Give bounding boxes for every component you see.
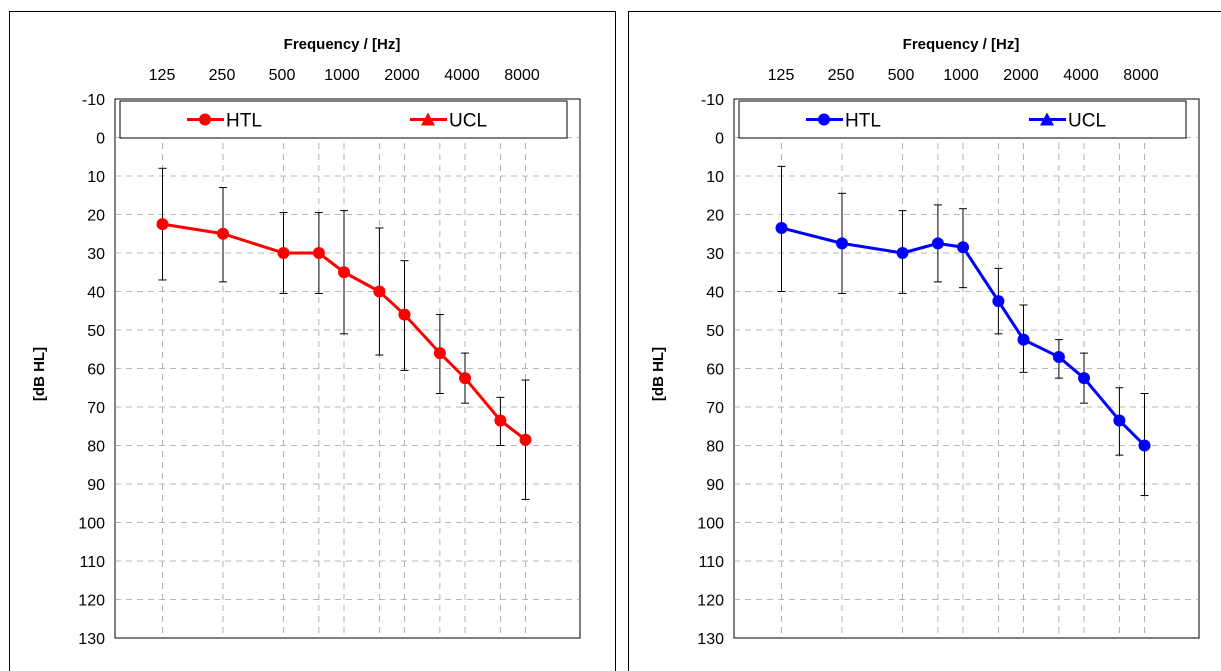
series-htl-point [312,247,325,259]
x-tick-label: 2000 [1003,67,1039,84]
y-tick-label: 50 [706,323,724,340]
legend-htl-marker [818,113,830,126]
x-tick-label: 250 [828,67,855,84]
audiogram-left: -10 0 10 20 30 40 50 60 70 80 90 100 110 120 130 125 250… [9,11,616,671]
audiogram-right: -10 0 10 20 30 40 50 60 70 80 90 100 110 120 130 125 250… [628,11,1221,671]
x-tick-label: 8000 [504,67,540,84]
y-tick-label: 10 [706,169,724,186]
legend-htl-label: HTL [226,111,262,132]
x-axis-title: Frequency / [Hz] [284,36,401,53]
series-htl-point [156,218,169,231]
y-tick-label: 100 [697,516,724,533]
series-htl-point [1138,439,1151,452]
series-htl-point [1078,372,1090,385]
y-tick-label: 80 [706,439,724,456]
x-axis-title: Frequency / [Hz] [903,36,1020,53]
series-htl-point [338,266,350,279]
series-htl-point [775,221,788,234]
x-tick-label: 1000 [324,67,360,84]
y-tick-label: 0 [96,131,105,148]
series-htl-point [277,247,290,259]
y-tick-label: 130 [78,631,105,648]
series-htl-point [494,414,507,427]
series-htl-point [519,433,532,446]
series-htl-point [836,237,848,250]
series-htl-point [1017,333,1030,346]
y-tick-label: -10 [701,92,724,109]
y-tick-label: 110 [698,554,724,571]
y-tick-label: 60 [706,362,724,379]
x-tick-label: 4000 [444,67,480,84]
series-htl-point [459,372,471,385]
y-tick-label: 120 [697,593,724,610]
series-htl-point [217,227,229,240]
x-tick-label: 1000 [943,67,979,84]
y-tick-label: 110 [79,554,105,571]
legend-ucl-label: UCL [449,111,487,132]
y-tick-label: 100 [78,516,105,533]
series-htl-point [433,347,446,360]
series-htl-point [957,241,969,254]
legend-ucl-marker [421,112,435,126]
legend-htl-label: HTL [845,111,881,132]
x-tick-label: 125 [768,67,795,84]
legend-htl-marker [199,113,211,126]
y-tick-label: 70 [706,400,724,417]
x-tick-label: 2000 [384,67,420,84]
y-tick-label: -10 [82,92,105,109]
y-tick-label: 40 [87,285,105,302]
y-tick-label: 60 [87,362,105,379]
y-tick-label: 80 [87,439,105,456]
y-tick-label: 20 [706,208,724,225]
legend-ucl-label: UCL [1068,111,1106,132]
series-htl-point [1052,350,1065,363]
chart-left-svg: -10 0 10 20 30 40 50 60 70 80 90 100 110 120 130 125 250… [31,36,581,648]
y-tick-label: 0 [715,131,724,148]
y-tick-label: 20 [87,208,105,225]
y-tick-label: 30 [87,246,105,263]
y-tick-label: 30 [706,246,724,263]
chart-right-svg: -10 0 10 20 30 40 50 60 70 80 90 100 110 120 130 125 250… [650,36,1200,648]
x-tick-label: 500 [888,67,915,84]
y-tick-label: 70 [87,400,105,417]
y-axis-title: [dB HL] [650,347,667,401]
series-htl-point [931,237,944,250]
y-tick-label: 120 [78,593,105,610]
series-htl-point [373,285,386,298]
y-tick-label: 50 [87,323,105,340]
y-axis-title: [dB HL] [31,347,48,401]
x-tick-label: 8000 [1123,67,1159,84]
series-htl-point [398,308,411,321]
series-htl-point [992,295,1005,308]
x-tick-label: 500 [269,67,296,84]
series-htl-point [1113,414,1126,427]
y-tick-label: 90 [706,477,724,494]
x-tick-label: 125 [149,67,176,84]
legend-ucl-marker [1040,112,1054,126]
y-tick-label: 10 [87,169,105,186]
series-htl-point [896,247,909,259]
y-tick-label: 40 [706,285,724,302]
y-tick-label: 90 [87,477,105,494]
x-tick-label: 4000 [1063,67,1099,84]
y-tick-label: 130 [697,631,724,648]
x-tick-label: 250 [209,67,236,84]
